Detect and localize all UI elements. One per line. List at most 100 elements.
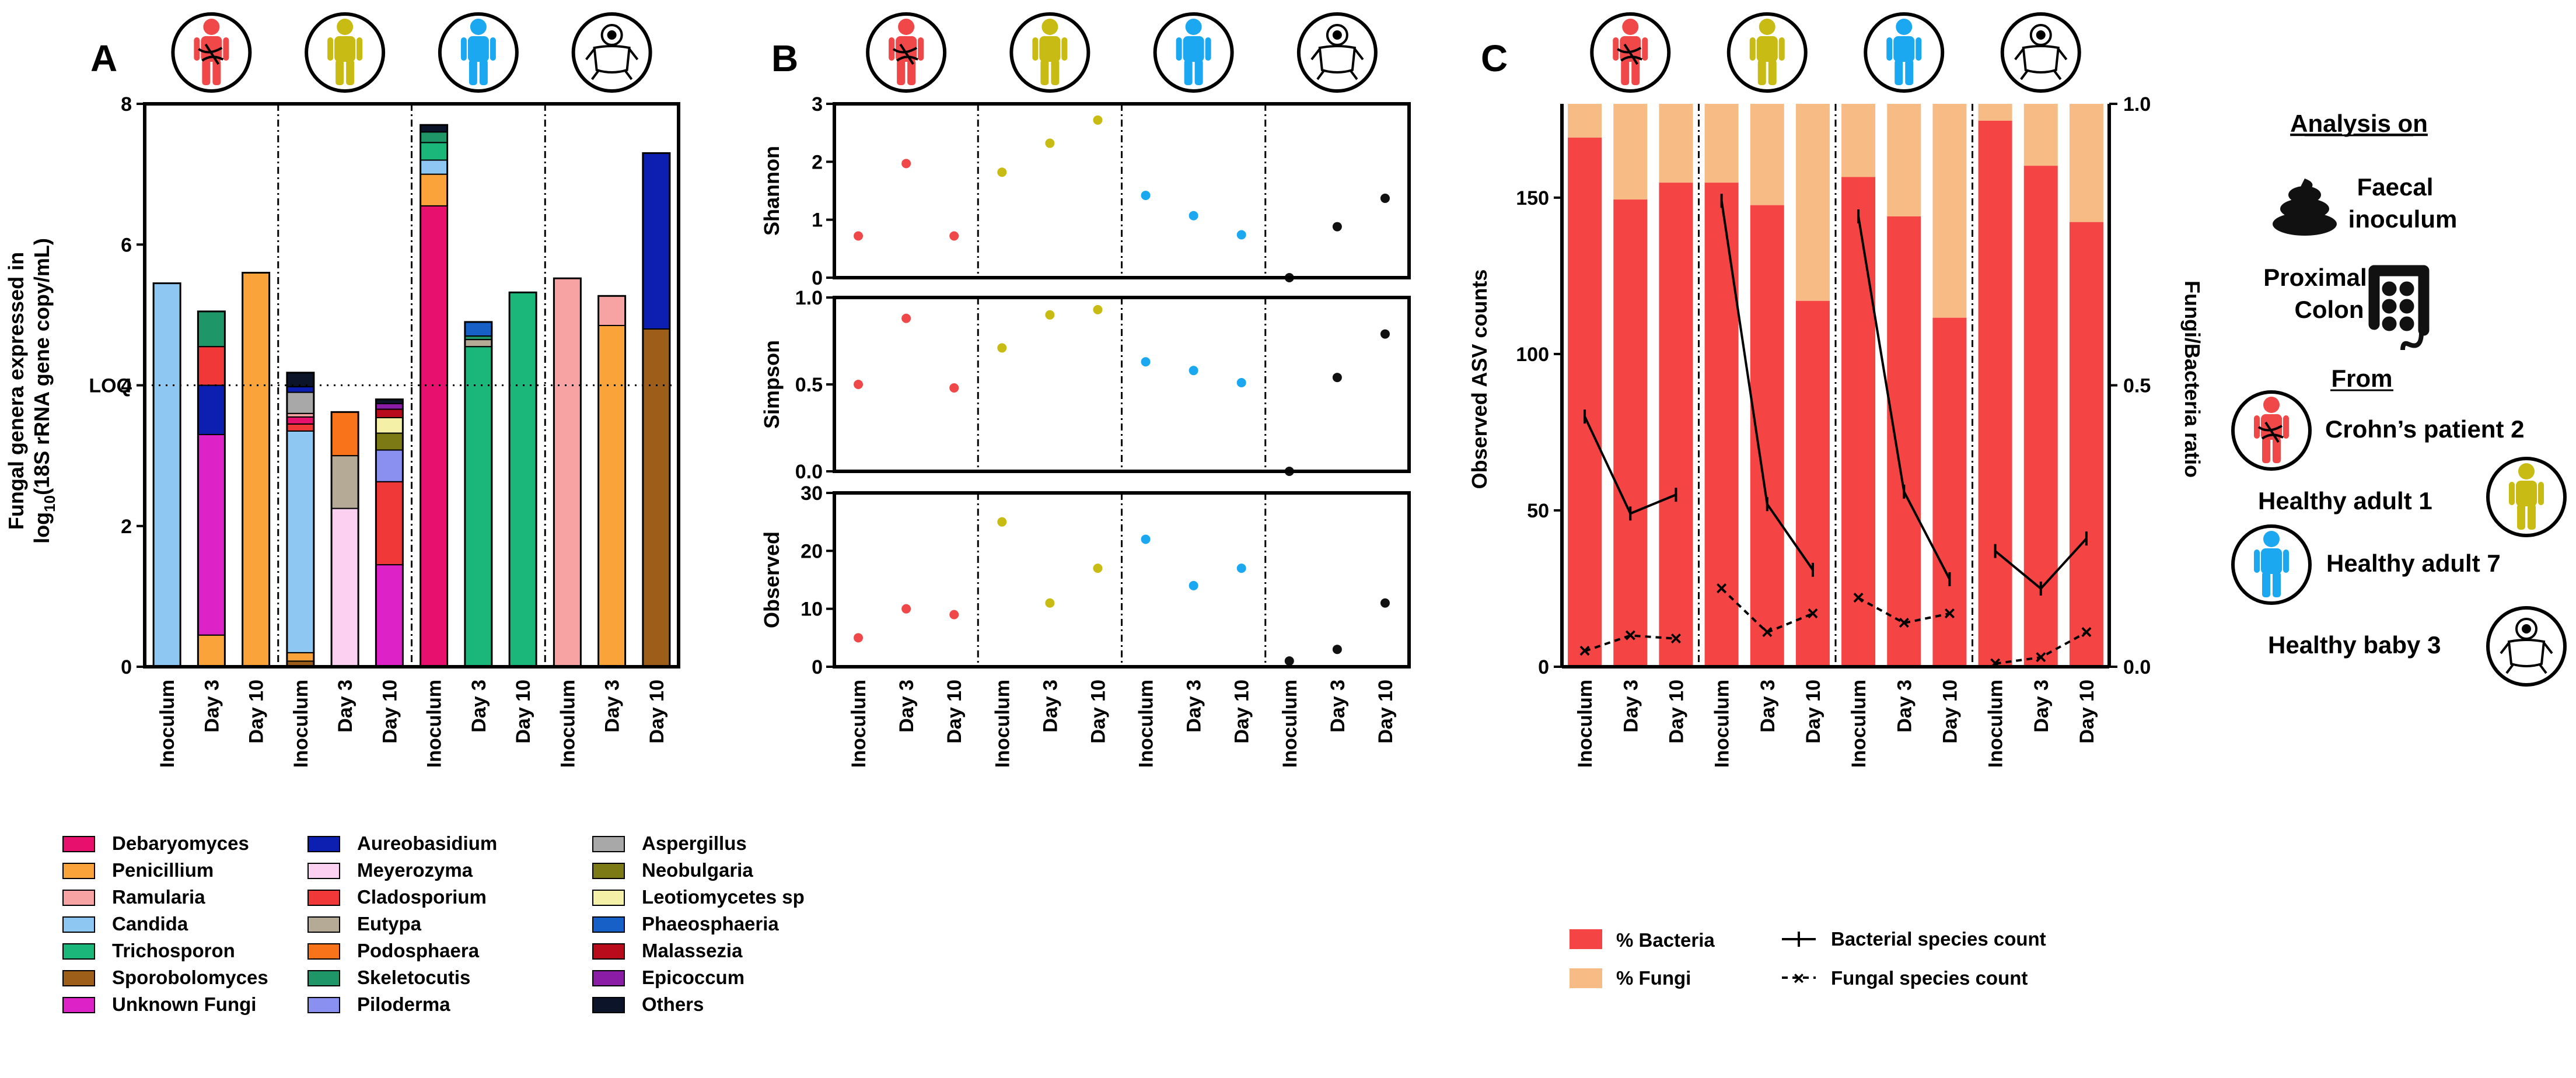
panel-c-fungal-line — [1721, 587, 1813, 634]
panel-c-ytick-left-label: 50 — [1527, 500, 1549, 522]
panel-c-xtick-label: Inoculum — [1848, 680, 1870, 768]
panel-b-point — [1093, 115, 1103, 125]
side-baby-label: Healthy baby 3 — [2268, 631, 2441, 659]
panel-a-bar-segment — [375, 481, 404, 566]
side-adult1-icon — [2486, 457, 2567, 537]
panel-b-diversity-scatter: 0 1 2 3 Shannon 0.0 0.5 1.0 Simpson 0 10 20 30 Observ… — [760, 93, 1411, 768]
panel-c-fungi-bar — [2069, 104, 2103, 222]
panel-c-healthy-baby-icon-eye — [2036, 30, 2046, 40]
panel-c-fungi-bar — [1978, 104, 2012, 121]
legend-label-podosphaera: Podosphaera — [357, 940, 480, 961]
panel-a-subject-icons — [171, 12, 652, 93]
panel-a-healthy-baby-icon — [571, 12, 652, 93]
panel-c-fungi-bar — [1932, 104, 1967, 318]
panel-c-fungal-marker: × — [2035, 646, 2047, 668]
panel-c-fungal-marker: × — [1579, 640, 1591, 662]
panel-a-ytick-label: 4 — [121, 375, 132, 397]
legend-swatch-piloderma — [307, 997, 340, 1013]
legend-label-aspergillus: Aspergillus — [642, 832, 747, 854]
panel-a-bar-segment — [553, 278, 582, 667]
panel-c-xtick-label: Day 10 — [1802, 680, 1824, 744]
panel-a-bar-segment — [286, 386, 314, 393]
legend-bacterial-count-label: Bacterial species count — [1831, 928, 2046, 950]
panel-c-bacteria-bar — [1887, 216, 1921, 667]
panel-c-fungi-bar — [1750, 104, 1784, 205]
panel-b-healthy-baby-icon-body — [1318, 45, 1357, 74]
panel-a-xtick-label: Day 3 — [602, 680, 624, 733]
panel-c-fungal-marker: × — [1807, 603, 1819, 625]
panel-b-healthy-baby-icon-arm-right — [1354, 48, 1364, 61]
panel-a-healthy-baby-icon-ring — [571, 12, 652, 93]
panel-a-healthy-baby-icon-body — [593, 45, 631, 74]
panel-a-loq-label: LOQ — [89, 375, 132, 397]
legend-label-trichosporon: Trichosporon — [112, 940, 235, 961]
panel-a-legend: Debaryomyces Penicillium Ramularia Candida T… — [62, 832, 805, 1015]
legend-swatch-aspergillus — [592, 836, 625, 852]
panel-b-healthy-baby-icon-figure — [1310, 24, 1364, 80]
legend-swatch-trichosporon — [62, 943, 95, 960]
panel-a-bar-segment — [197, 433, 226, 636]
legend-swatch-aureobasidium — [307, 836, 340, 852]
legend-swatch-leotiomycetes-sp — [592, 890, 625, 906]
panel-a-healthy-adult-1-icon — [305, 12, 386, 93]
legend-label-piloderma: Piloderma — [357, 993, 450, 1015]
panel-a-bar-segment — [375, 402, 404, 410]
panel-a-xtick-label: Day 10 — [646, 680, 668, 744]
panel-c-bacteria-bar — [1978, 120, 2012, 667]
panel-c-xtick-label: Inoculum — [1574, 680, 1596, 768]
panel-a-xtick-label: Inoculum — [424, 680, 446, 768]
panel-c-fungal-marker: × — [1944, 603, 1955, 625]
panel-a-bar-segment — [642, 328, 670, 667]
panel-b-point — [1093, 304, 1103, 314]
panel-b-point — [1284, 656, 1294, 666]
panel-b-healthy-adult-7-icon — [1153, 12, 1234, 93]
panel-a-bar-segment — [153, 282, 181, 667]
panel-b-point — [1093, 564, 1103, 573]
panel-b-point — [1380, 598, 1390, 608]
panel-b-point — [1045, 138, 1055, 148]
panel-c-bacteria-bar — [1841, 177, 1876, 667]
side-baby-icon-body — [2507, 639, 2546, 667]
panel-c-subject-icons — [1590, 12, 2081, 93]
legend-label-neobulgaria: Neobulgaria — [642, 859, 753, 881]
panel-a-bar-segment — [197, 634, 226, 667]
panel-a-healthy-baby-icon-leg-left — [591, 69, 600, 80]
panel-c-fungal-marker: × — [1670, 628, 1682, 650]
panel-c-ytick-right-label: 1.0 — [2123, 93, 2151, 116]
side-crohn-label: Crohn’s patient 2 — [2325, 415, 2524, 443]
legend-swatch-cladosporium — [307, 890, 340, 906]
legend-swatch-neobulgaria — [592, 863, 625, 879]
panel-c-bacteria-bar — [2069, 222, 2103, 667]
panel-a-ytick-label: 8 — [121, 93, 132, 116]
panel-c-healthy-baby-icon-leg-left — [2020, 69, 2029, 80]
panel-a-bar-segment — [420, 159, 448, 175]
panel-a-healthy-baby-icon-leg-right — [624, 69, 633, 80]
panel-a-bar-segment — [286, 423, 314, 432]
panel-b-ytick-label: 0.5 — [795, 374, 823, 396]
panel-c-bacteria-bar — [1704, 183, 1739, 667]
panel-a-bar-segment — [420, 205, 448, 667]
panel-c-xtick-label: Day 10 — [1939, 680, 1961, 744]
panel-a-xtick-label: Day 3 — [334, 680, 356, 733]
panel-a-bar-segment — [286, 391, 314, 414]
panel-c-fungi-bar — [1841, 104, 1876, 177]
panel-c-fungi-bar — [1704, 104, 1739, 183]
legend-bacteria-swatch — [1570, 929, 1602, 949]
panel-b: B 0 1 2 3 Shannon 0.0 0.5 1.0 Simpson 0 10 20 30 Obse… — [760, 12, 1411, 768]
panel-b-xtick-label: Day 10 — [1231, 680, 1253, 744]
panel-a-bar-segment — [286, 416, 314, 425]
panel-a-xtick-label: Inoculum — [557, 680, 579, 768]
panel-a-bar-segment — [420, 124, 448, 133]
panel-b-point — [1332, 373, 1342, 383]
panel-c-fungi-bar — [1795, 104, 1830, 301]
panel-c-xtick-label: Day 10 — [2076, 680, 2098, 744]
panel-a-bar-segment — [509, 292, 537, 667]
panel-a-bar-segment — [420, 173, 448, 206]
panel-a-bar-segment — [242, 272, 270, 667]
legend-swatch-sporobolomyces — [62, 970, 95, 986]
panel-b-point — [1141, 534, 1151, 544]
panel-c-crohn-patient-icon — [1590, 12, 1671, 93]
panel-a-bar-segment — [464, 346, 492, 667]
panel-b-healthy-baby-icon-eye — [1332, 30, 1342, 40]
